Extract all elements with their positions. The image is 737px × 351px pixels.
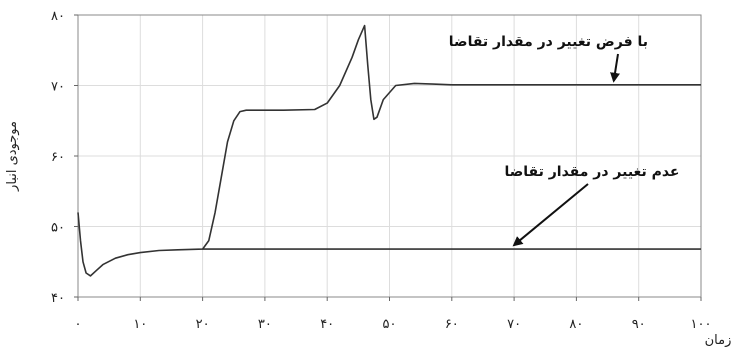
x-tick-label: ۸۰ <box>569 317 583 332</box>
x-tick-label: ۱۰۰ <box>691 317 712 332</box>
annotation-arrow-no-demand-change <box>512 183 589 247</box>
y-tick-label: ۷۰ <box>51 80 65 95</box>
x-axis-label: زمان <box>705 333 732 348</box>
x-tick-label: ۴۰ <box>320 317 334 332</box>
y-tick-label: ۴۰ <box>51 291 65 306</box>
x-tick-label: ۵۰ <box>383 317 397 332</box>
y-tick-label: ۶۰ <box>51 150 65 165</box>
y-tick-label: ۵۰ <box>51 221 65 236</box>
y-axis-ticks: ۴۰ ۵۰ ۶۰ ۷۰ ۸۰ <box>51 9 78 306</box>
x-tick-label: ۶۰ <box>445 317 459 332</box>
x-tick-label: ۳۰ <box>258 317 272 332</box>
x-tick-label: ۲۰ <box>196 317 210 332</box>
annotation-arrow-demand-change <box>610 53 620 83</box>
x-tick-label: ۰ <box>75 317 82 332</box>
y-tick-label: ۸۰ <box>51 9 65 24</box>
y-axis-label: موجودی انبار <box>5 121 20 192</box>
grid <box>78 15 701 297</box>
annotation-no-demand-change: عدم تغییر در مقدار تقاضا <box>504 164 679 180</box>
x-tick-label: ۱۰ <box>133 317 147 332</box>
annotation-demand-change: با فرض تغییر در مقدار تقاضا <box>449 34 648 50</box>
x-tick-label: ۷۰ <box>507 317 521 332</box>
series-layer <box>77 24 701 277</box>
x-tick-label: ۹۰ <box>632 317 646 332</box>
x-axis-ticks: ۰ ۱۰ ۲۰ ۳۰ ۴۰ ۵۰ ۶۰ ۷۰ ۸۰ ۹۰ ۱۰۰ <box>75 297 712 332</box>
series-line-demand-change <box>77 24 701 277</box>
